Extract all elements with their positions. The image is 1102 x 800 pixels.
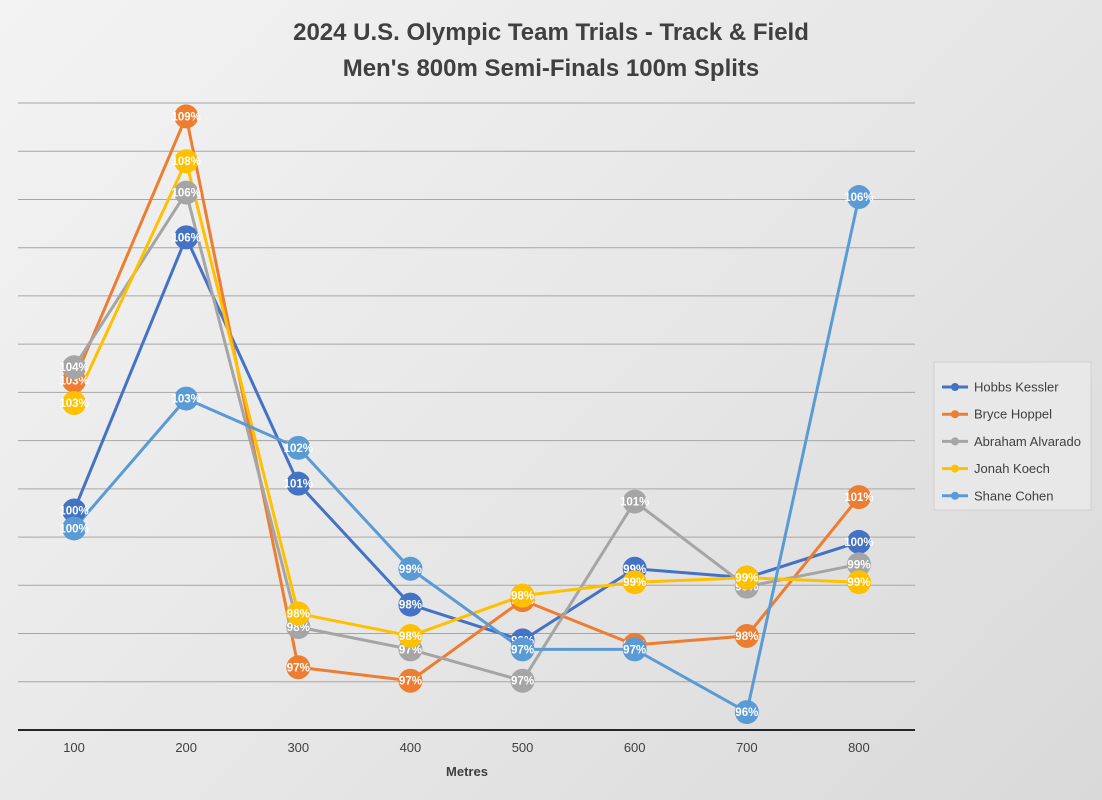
- data-point: [398, 556, 423, 581]
- data-point: [286, 435, 311, 460]
- data-label: 97%: [399, 676, 422, 688]
- data-point: [286, 601, 311, 626]
- data-point: [174, 180, 199, 205]
- data-label: 99%: [847, 577, 870, 589]
- data-point: [510, 668, 535, 693]
- data-point: [398, 668, 423, 693]
- x-tick-label: 600: [624, 740, 646, 755]
- series-line: [72, 159, 859, 638]
- data-label: 98%: [399, 600, 422, 612]
- data-point: [846, 185, 871, 210]
- chart-title: 2024 U.S. Olympic Team Trials - Track & …: [293, 19, 809, 46]
- data-point: [398, 592, 423, 617]
- data-label: 98%: [399, 631, 422, 643]
- data-label: 99%: [735, 573, 758, 585]
- data-point: [510, 637, 535, 662]
- x-tick-labels: 100 200 300 400 500 600 700 800: [63, 740, 870, 755]
- data-point: [622, 570, 647, 595]
- data-label: 101%: [620, 497, 649, 509]
- x-axis-title: Metres: [446, 764, 488, 779]
- data-label: 97%: [623, 644, 646, 656]
- legend-label: Bryce Hoppel: [974, 407, 1052, 422]
- data-point: [510, 583, 535, 608]
- data-label: 97%: [287, 662, 310, 674]
- data-label: 101%: [844, 492, 873, 504]
- x-tick-label: 200: [175, 740, 197, 755]
- data-point: [174, 225, 199, 250]
- data-point: [846, 485, 871, 510]
- legend-swatch-marker: [951, 437, 959, 446]
- data-label: 106%: [171, 232, 200, 244]
- data-point: [846, 570, 871, 595]
- data-point: [62, 391, 87, 416]
- data-label: 106%: [171, 188, 200, 200]
- legend-swatch-marker: [951, 383, 959, 391]
- x-tick-label: 800: [848, 740, 870, 755]
- legend-swatch-marker: [951, 464, 959, 473]
- data-label: 103%: [59, 398, 88, 410]
- data-label: 100%: [844, 537, 873, 549]
- series-points: 100%106%101%98%98%99%99%100%103%109%97%9…: [59, 104, 874, 725]
- x-tick-label: 300: [287, 740, 309, 755]
- data-label: 98%: [511, 591, 534, 603]
- data-point: [846, 552, 871, 577]
- data-point: [734, 623, 759, 648]
- data-label: 101%: [284, 479, 313, 491]
- data-label: 96%: [735, 707, 758, 719]
- data-point: [734, 700, 759, 725]
- data-label: 99%: [399, 564, 422, 576]
- legend-swatch-marker: [951, 410, 959, 419]
- data-point: [174, 386, 199, 411]
- data-label: 108%: [171, 156, 200, 168]
- legend-label: Jonah Koech: [974, 461, 1050, 476]
- data-label: 99%: [623, 577, 646, 589]
- data-label: 100%: [59, 523, 88, 535]
- data-point: [62, 355, 87, 380]
- data-point: [734, 565, 759, 590]
- series-line: [72, 196, 861, 714]
- data-point: [174, 149, 199, 174]
- legend-label: Hobbs Kessler: [974, 380, 1059, 395]
- x-tick-label: 100: [63, 740, 85, 755]
- data-point: [174, 104, 199, 129]
- data-point: [622, 637, 647, 662]
- data-label: 98%: [287, 622, 310, 634]
- data-label: 97%: [511, 676, 534, 688]
- data-label: 103%: [171, 394, 200, 406]
- x-tick-label: 400: [400, 740, 422, 755]
- data-label: 100%: [59, 506, 88, 518]
- data-label: 106%: [844, 192, 873, 204]
- data-label: 104%: [59, 362, 88, 374]
- data-label: 97%: [511, 644, 534, 656]
- x-tick-label: 500: [512, 740, 534, 755]
- data-label: 99%: [847, 559, 870, 571]
- legend-label: Shane Cohen: [974, 488, 1054, 503]
- data-point: [622, 489, 647, 514]
- x-tick-label: 700: [736, 740, 758, 755]
- chart-subtitle: Men's 800m Semi-Finals 100m Splits: [343, 55, 760, 82]
- data-point: [62, 498, 87, 523]
- data-label: 103%: [59, 376, 88, 388]
- series-line: [72, 114, 861, 683]
- data-point: [846, 529, 871, 554]
- data-label: 102%: [284, 443, 313, 455]
- legend: Hobbs Kessler Bryce Hoppel Abraham Alvarad…: [933, 361, 1092, 511]
- data-point: [62, 516, 87, 541]
- legend-swatch-marker: [951, 491, 959, 500]
- series-line: [72, 191, 860, 683]
- data-label: 109%: [171, 111, 200, 123]
- data-label: 97%: [399, 644, 422, 656]
- legend-label: Abraham Alvarado: [974, 434, 1081, 449]
- data-point: [286, 471, 311, 496]
- series-lines: [72, 114, 861, 714]
- data-label: 98%: [735, 631, 758, 643]
- data-label: 98%: [287, 609, 310, 621]
- series-line: [72, 235, 860, 642]
- data-point: [398, 623, 423, 648]
- data-point: [286, 655, 311, 680]
